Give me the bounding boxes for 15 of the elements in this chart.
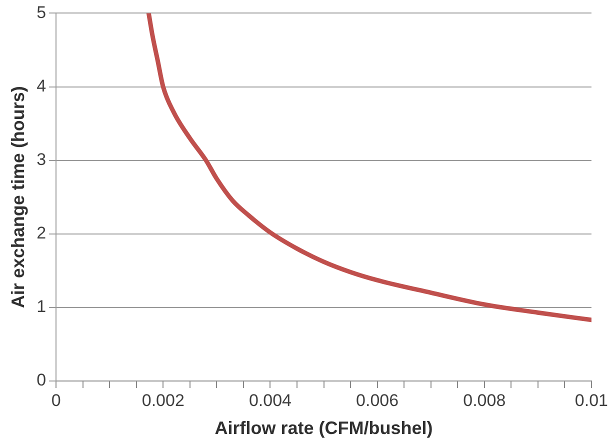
line-series [146, 13, 592, 322]
x-axis-title: Airflow rate (CFM/bushel) [214, 418, 433, 438]
y-tick-label: 2 [36, 224, 46, 243]
y-tick-label: 4 [36, 76, 46, 96]
y-tick-label: 1 [36, 297, 46, 316]
x-tick-label: 0.006 [356, 390, 399, 410]
x-tick-label: 0.01 [574, 390, 608, 410]
y-axis-title: Air exchange time (hours) [8, 86, 28, 308]
y-tick-label: 0 [36, 370, 46, 390]
x-tick-label: 0.008 [463, 390, 506, 410]
x-tick-label: 0.002 [142, 390, 184, 410]
y-tick-label: 3 [36, 150, 46, 170]
x-tick-label: 0.004 [248, 390, 292, 410]
y-tick-label: 5 [36, 2, 46, 22]
x-tick-label: 0 [51, 390, 61, 410]
